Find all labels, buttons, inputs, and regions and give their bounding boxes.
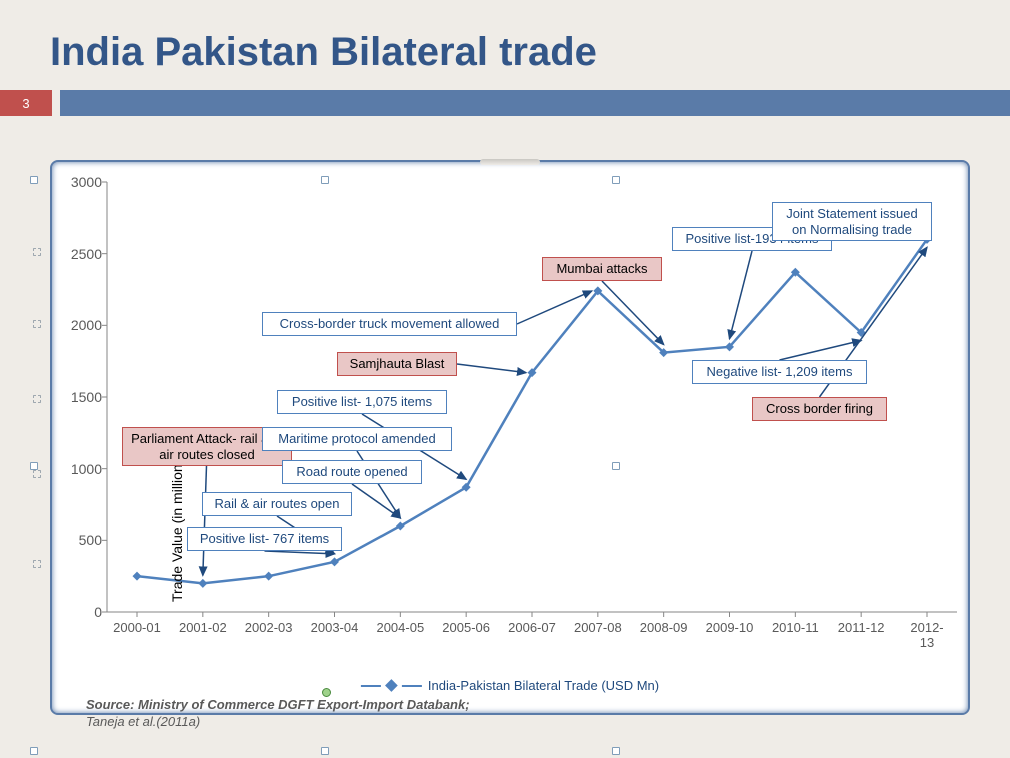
x-tick-label: 2009-10 [706,620,754,635]
annotation-box: Cross border firing [752,397,887,421]
axis-marker [33,560,41,568]
selection-handle[interactable] [612,462,620,470]
annotation-box: Mumbai attacks [542,257,662,281]
slide-title: India Pakistan Bilateral trade [0,0,1010,90]
page-number-badge: 3 [0,90,52,116]
y-tick-label: 2000 [62,317,102,333]
x-tick-label: 2001-02 [179,620,227,635]
x-tick-label: 2003-04 [311,620,359,635]
chart-legend: India-Pakistan Bilateral Trade (USD Mn) [361,678,659,693]
header-bar: 3 [0,90,1010,116]
selection-handle[interactable] [321,747,329,755]
x-tick-label: 2002-03 [245,620,293,635]
annotation-box: Negative list- 1,209 items [692,360,867,384]
axis-marker [33,470,41,478]
y-tick-label: 2500 [62,246,102,262]
x-tick-label: 2011-12 [838,620,885,635]
y-tick-label: 1000 [62,461,102,477]
selection-handle[interactable] [30,176,38,184]
axis-marker [33,320,41,328]
x-tick-label: 2010-11 [772,620,819,635]
annotation-box: Rail & air routes open [202,492,352,516]
selection-handle[interactable] [30,462,38,470]
header-accent-bar [60,90,1010,116]
diamond-icon [385,679,398,692]
selection-handle[interactable] [321,176,329,184]
y-tick-label: 0 [62,604,102,620]
annotation-box: Joint Statement issued on Normalising tr… [772,202,932,241]
selection-handle[interactable] [612,747,620,755]
y-tick-label: 500 [62,532,102,548]
source-citation: Source: Ministry of Commerce DGFT Export… [86,697,470,731]
selection-handle[interactable] [30,747,38,755]
annotation-box: Positive list- 1,075 items [277,390,447,414]
y-tick-label: 3000 [62,174,102,190]
annotation-box: Positive list- 767 items [187,527,342,551]
x-tick-label: 2006-07 [508,620,556,635]
x-tick-label: 2012-13 [907,620,948,650]
axis-marker [33,248,41,256]
x-tick-label: 2000-01 [113,620,161,635]
x-tick-label: 2007-08 [574,620,622,635]
y-tick-label: 1500 [62,389,102,405]
annotation-box: Cross-border truck movement allowed [262,312,517,336]
annotation-box: Road route opened [282,460,422,484]
chart-frame: Trade Value (in million USD) India-Pakis… [50,160,970,715]
annotation-box: Maritime protocol amended [262,427,452,451]
x-tick-label: 2004-05 [376,620,424,635]
rotation-handle[interactable] [322,688,331,697]
frame-notch [480,159,540,165]
x-tick-label: 2008-09 [640,620,688,635]
axis-marker [33,395,41,403]
selection-handle[interactable] [612,176,620,184]
annotation-box: Samjhauta Blast [337,352,457,376]
x-tick-label: 2005-06 [442,620,490,635]
legend-label: India-Pakistan Bilateral Trade (USD Mn) [428,678,659,693]
